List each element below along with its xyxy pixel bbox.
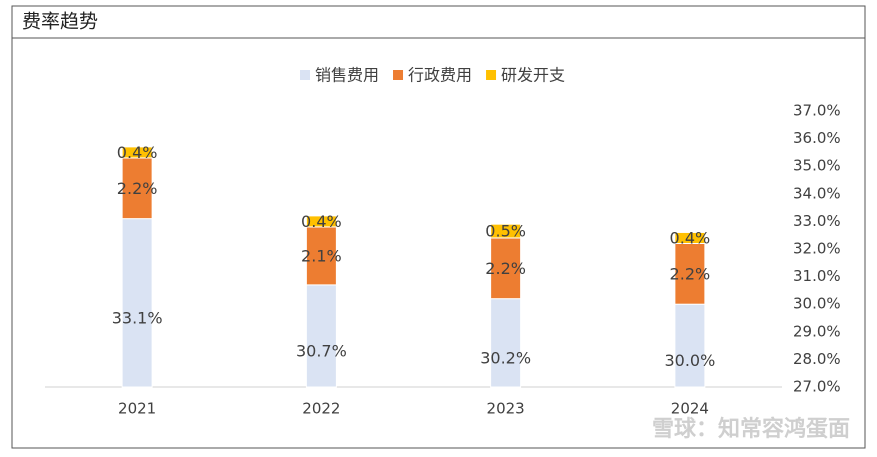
bar-segment (490, 237, 522, 300)
frame (11, 5, 866, 449)
y-tick-label: 33.0% (793, 212, 841, 230)
value-label: 2.2% (117, 179, 158, 198)
legend-swatch (486, 70, 497, 80)
y-tick-label: 28.0% (793, 350, 841, 368)
value-label: 2.2% (485, 259, 526, 278)
bar-segment (121, 146, 153, 159)
legend-swatch (300, 70, 310, 80)
y-tick-label: 34.0% (793, 184, 841, 202)
bar-segment (305, 284, 337, 388)
value-label: 33.1% (112, 308, 163, 327)
bar-segment (121, 218, 153, 388)
x-tick-label: 2022 (302, 400, 340, 418)
y-tick-label: 35.0% (793, 157, 841, 175)
value-label: 30.0% (664, 351, 715, 370)
x-tick-label: 2023 (487, 400, 525, 418)
y-tick-label: 27.0% (793, 378, 841, 396)
chart-title: 费率趋势 (22, 11, 98, 33)
y-tick-label: 36.0% (793, 129, 841, 147)
bar-segment (490, 298, 522, 388)
value-label: 2.1% (301, 246, 342, 265)
value-label: 30.7% (296, 341, 347, 360)
legend-label: 行政费用 (408, 66, 472, 85)
x-tick-label: 2024 (671, 400, 709, 418)
value-label: 0.4% (670, 228, 711, 247)
value-label: 0.4% (301, 212, 342, 231)
value-label: 0.5% (485, 222, 526, 241)
y-tick-label: 32.0% (793, 240, 841, 258)
x-tick-label: 2021 (118, 400, 156, 418)
bar-segment (674, 303, 706, 388)
bar-segment (305, 215, 337, 228)
bar-segment (674, 242, 706, 305)
bar-segment (674, 231, 706, 244)
y-tick-label: 31.0% (793, 267, 841, 285)
watermark: 雪球：知常容鸿蛋面 (652, 416, 850, 442)
value-label: 2.2% (670, 264, 711, 283)
value-label: 30.2% (480, 348, 531, 367)
y-tick-label: 37.0% (793, 102, 841, 120)
bar-segment (490, 223, 522, 239)
legend-label: 研发开支 (501, 66, 565, 85)
y-tick-label: 29.0% (793, 322, 841, 340)
legend-label: 销售费用 (315, 66, 379, 85)
value-label: 0.4% (117, 143, 158, 162)
y-tick-label: 30.0% (793, 295, 841, 313)
bar-segment (305, 226, 337, 286)
legend-swatch (393, 70, 404, 80)
